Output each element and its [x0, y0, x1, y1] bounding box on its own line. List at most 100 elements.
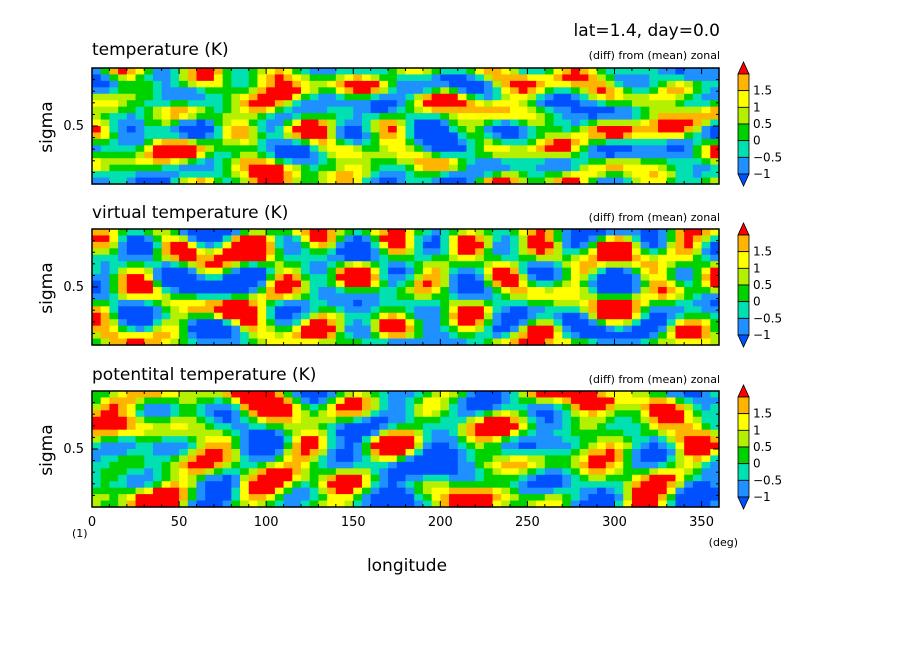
heatmap-cell: [440, 274, 450, 282]
heatmap-cell: [126, 229, 137, 237]
heatmap-cell: [161, 449, 171, 457]
heatmap-cell: [562, 306, 572, 314]
heatmap-cell: [701, 397, 711, 405]
heatmap-cell: [196, 164, 206, 172]
heatmap-cell: [658, 126, 668, 134]
heatmap-cell: [100, 261, 111, 269]
heatmap-cell: [483, 436, 494, 444]
heatmap-cell: [222, 481, 232, 489]
heatmap-cell: [301, 455, 311, 463]
heatmap-cell: [266, 287, 276, 295]
heatmap-cell: [631, 312, 642, 320]
heatmap-cell: [457, 293, 468, 301]
heatmap-cell: [266, 436, 276, 444]
heatmap-cell: [623, 487, 633, 495]
heatmap-cell: [440, 332, 450, 340]
heatmap-cell: [100, 158, 111, 166]
heatmap-cell: [179, 126, 189, 134]
heatmap-cell: [518, 87, 529, 95]
heatmap-cell: [475, 177, 485, 185]
heatmap-cell: [631, 319, 642, 327]
heatmap-cell: [388, 299, 398, 307]
heatmap-cell: [196, 68, 206, 76]
heatmap-cell: [414, 487, 424, 495]
heatmap-cell: [309, 325, 320, 333]
heatmap-cell: [570, 429, 581, 437]
heatmap-cell: [152, 325, 163, 333]
heatmap-cell: [274, 410, 285, 418]
heatmap-cell: [553, 293, 563, 301]
heatmap-cell: [518, 338, 529, 346]
heatmap-cell: [422, 145, 433, 153]
heatmap-cell: [213, 177, 224, 185]
heatmap-cell: [579, 325, 589, 333]
heatmap-cell: [205, 80, 215, 88]
heatmap-cell: [379, 306, 389, 314]
heatmap-cell: [536, 68, 546, 76]
heatmap-cell: [135, 299, 145, 307]
heatmap-cell: [483, 248, 494, 256]
heatmap-cell: [588, 164, 598, 172]
colorbar-segment: [737, 463, 750, 481]
heatmap-cell: [179, 254, 189, 262]
heatmap-cell: [414, 319, 424, 327]
heatmap-cell: [196, 455, 206, 463]
heatmap-cell: [527, 500, 537, 508]
heatmap-cell: [710, 325, 720, 333]
heatmap-cell: [205, 338, 215, 346]
heatmap-cell: [205, 229, 215, 237]
heatmap-cell: [309, 494, 320, 502]
heatmap-cell: [588, 449, 598, 457]
heatmap-cell: [109, 113, 119, 121]
heatmap-cell: [422, 119, 433, 127]
heatmap-cell: [170, 261, 180, 269]
heatmap-cell: [666, 338, 677, 346]
heatmap-cell: [126, 93, 137, 101]
heatmap-cell: [309, 145, 320, 153]
heatmap-cell: [605, 151, 616, 159]
heatmap-cell: [492, 487, 502, 495]
heatmap-cell: [536, 267, 546, 275]
heatmap-cell: [274, 487, 285, 495]
heatmap-cell: [614, 274, 624, 282]
heatmap-cell: [631, 80, 642, 88]
heatmap-cell: [118, 100, 128, 108]
heatmap-cell: [222, 93, 232, 101]
heatmap-cell: [449, 254, 459, 262]
heatmap-cell: [684, 113, 694, 121]
heatmap-cell: [257, 280, 267, 288]
heatmap-cell: [579, 229, 589, 237]
heatmap-cell: [649, 312, 659, 320]
heatmap-cell: [605, 68, 616, 76]
heatmap-cell: [422, 416, 433, 424]
heatmap-cell: [640, 416, 650, 424]
heatmap-cell: [666, 410, 677, 418]
heatmap-cell: [492, 177, 502, 185]
heatmap-cell: [666, 312, 677, 320]
heatmap-cell: [257, 106, 267, 114]
heatmap-cell: [126, 126, 137, 134]
heatmap-cell: [492, 481, 502, 489]
heatmap-cell: [544, 106, 555, 114]
heatmap-cell: [431, 455, 441, 463]
heatmap-cell: [597, 332, 607, 340]
heatmap-cell: [562, 68, 572, 76]
heatmap-cell: [414, 74, 424, 82]
heatmap-cell: [187, 500, 198, 508]
heatmap-cell: [274, 391, 285, 399]
heatmap-cell: [518, 481, 529, 489]
heatmap-cell: [318, 338, 328, 346]
heatmap-cell: [353, 119, 363, 127]
colorbar: 1.510.50−0.5−1: [737, 61, 782, 187]
heatmap-cell: [640, 151, 650, 159]
heatmap-cell: [361, 158, 372, 166]
heatmap-cell: [466, 312, 476, 320]
heatmap-cell: [640, 299, 650, 307]
heatmap-cell: [327, 164, 337, 172]
heatmap-cell: [431, 436, 441, 444]
heatmap-cell: [466, 397, 476, 405]
heatmap-cell: [118, 93, 128, 101]
heatmap-cell: [614, 100, 624, 108]
heatmap-cell: [109, 391, 119, 399]
heatmap-cell: [396, 274, 407, 282]
